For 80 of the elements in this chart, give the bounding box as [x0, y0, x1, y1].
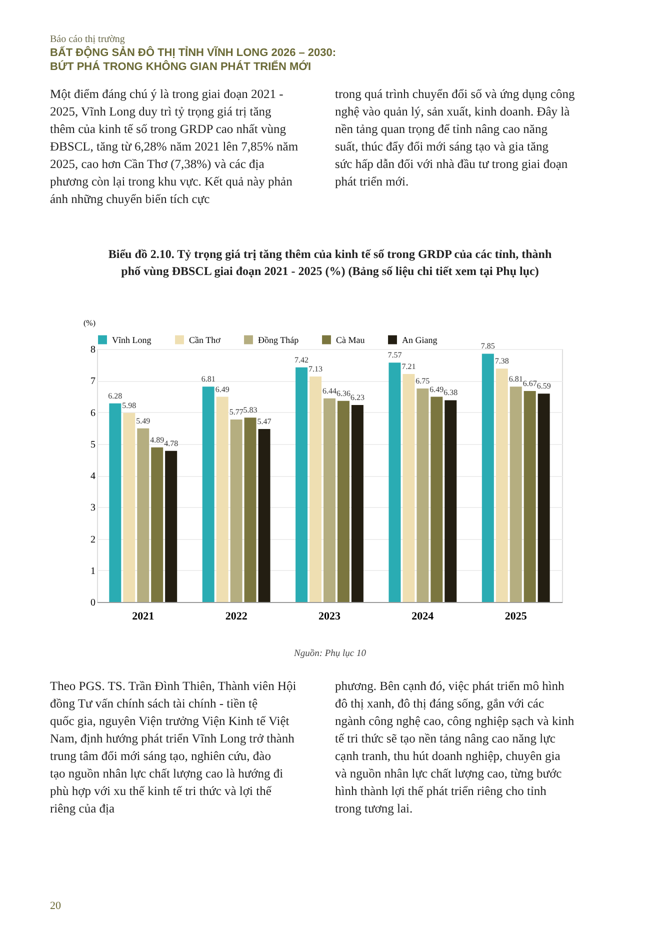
bar [151, 447, 164, 602]
legend-label: An Giang [402, 334, 438, 345]
data-label: 6.59 [536, 382, 551, 391]
x-tick-label: 2025 [504, 610, 528, 622]
bar [538, 394, 550, 602]
x-tick-label: 2022 [225, 610, 248, 622]
x-tick-label: 2021 [132, 610, 154, 622]
text: Báo cáo thị trường [50, 34, 125, 45]
data-label: 7.42 [294, 355, 309, 364]
bar [244, 418, 256, 602]
y-axis-title: (%) [84, 318, 96, 328]
text: Theo PGS. TS. Trần Đình Thiên, Thành viên Hội đồng Tư vấn chính sách tài chính - tiền tệ quốc gia, nguyên Viện trưởng Viện Kinh tế Việt Nam, định hướng phát triển Vĩnh Long trở thành trung tâm đổi mới sáng tạo, nghiên cứu, đào tạo nguồn nhân lực chất lượng cao là hướng đi phù hợp với xu thế kinh tế tri thức và lợi thế riêng của địa [50, 679, 297, 816]
bar [324, 398, 336, 602]
bar [165, 450, 178, 602]
data-label: 7.21 [402, 362, 416, 371]
bar [416, 388, 429, 602]
data-label: 6.36 [336, 388, 350, 398]
y-tick-label: 1 [90, 566, 96, 577]
y-tick-label: 3 [90, 502, 96, 514]
data-label: 6.23 [350, 392, 364, 402]
bar [351, 404, 364, 602]
data-label: 7.38 [494, 356, 509, 366]
bar [444, 400, 457, 602]
data-label: 6.28 [108, 391, 122, 400]
data-label: 6.49 [215, 384, 230, 394]
bar [296, 367, 308, 602]
y-tick-label: 7 [90, 376, 96, 388]
legend-label: Cà Mau [336, 334, 366, 345]
bar [510, 386, 522, 602]
text: phương. Bên cạnh đó, việc phát triển mô hình đô thị xanh, đô thị đáng sống, gắn với các ngành công nghệ cao, công nghiệp sạch và kinh tế tri thức sẽ tạo nền tảng nâng cao năng lực cạnh tranh, thu hút doanh nghiệp, chuyên gia và nguồn nhân lực chất lượng cao, từng bước hình thành lợi thế phát triển riêng cho tỉnh trong tương lai. [335, 679, 575, 816]
text: 20 [50, 900, 62, 912]
bar [216, 396, 228, 602]
data-label: 5.47 [257, 417, 272, 426]
data-label: 7.13 [308, 364, 323, 374]
text: Một điểm đáng chú ý là trong giai đoạn 2021 - 2025, Vĩnh Long duy trì tỷ trọng giá trị tăng thêm của kinh tế số trong GRDP cao nhất vùng ĐBSCL, tăng từ 6,28% năm 2021 lên 7,85% năm 2025, cao hơn Cần Thơ (7,38%) và các địa phương còn lại trong khu vực. Kết quả này phản ánh những chuyển biến tích cực [50, 87, 298, 206]
y-tick-label: 6 [90, 408, 96, 419]
legend-label: Cần Thơ [189, 334, 221, 345]
bar [109, 403, 122, 602]
data-label: 6.44 [322, 386, 336, 396]
chart-title: Biểu đồ 2.10. Tỷ trọng giá trị tăng thêm của kinh tế số trong GRDP của các tỉnh, thành phố vùng ĐBSCL giai đoạn 2021 - 2025 (%) (Bảng số liệu chi tiết xem tại Phụ lục) [108, 247, 552, 278]
text: BẤT ĐỘNG SẢN ĐÔ THỊ TỈNH VĨNH LONG 2026 – 2030: [50, 46, 336, 59]
bar [258, 429, 270, 602]
data-label: 6.75 [416, 376, 430, 386]
y-tick-label: 8 [90, 344, 96, 356]
data-label: 4.78 [164, 438, 178, 448]
bar [482, 354, 494, 602]
text: trong quá trình chuyển đổi số và ứng dụng công nghệ vào quản lý, sản xuất, kinh doanh. Đây là nền tảng quan trọng để tỉnh nâng cao năng suất, thúc đẩy đổi mới sáng tạo và gia tăng sức hấp dẫn đối với nhà đầu tư trong giai đoạn phát triển mới. [335, 87, 576, 188]
bar [337, 400, 350, 602]
y-tick-label: 0 [90, 598, 96, 608]
bar [230, 420, 242, 602]
text: Nguồn: Phụ lục 10 [292, 649, 366, 659]
bar [123, 412, 136, 602]
data-label: 6.38 [444, 388, 458, 398]
bar [524, 391, 536, 602]
data-label: 5.49 [136, 416, 150, 426]
bar [137, 428, 150, 602]
legend-label: Vĩnh Long [112, 334, 152, 345]
data-label: 6.81 [201, 374, 216, 384]
data-label: 6.81 [508, 374, 523, 384]
bar [310, 376, 322, 602]
data-label: 7.57 [388, 350, 402, 360]
data-label: 5.77 [229, 408, 244, 417]
bar [496, 368, 508, 602]
y-tick-label: 4 [90, 471, 96, 482]
y-tick-label: 2 [90, 534, 96, 546]
data-label: 4.89 [150, 435, 164, 444]
y-tick-label: 5 [90, 439, 96, 450]
bar [430, 396, 443, 602]
data-label: 5.83 [243, 406, 258, 415]
data-label: 7.85 [480, 342, 495, 351]
legend-label: Đồng Tháp [258, 334, 300, 345]
text: BỨT PHÁ TRONG KHÔNG GIAN PHÁT TRIỂN MỚI [50, 60, 312, 73]
data-label: 6.49 [430, 384, 444, 394]
data-label: 5.98 [122, 400, 136, 410]
data-label: 6.67 [522, 379, 537, 388]
bar [202, 386, 214, 602]
x-tick-label: 2024 [412, 610, 434, 622]
x-tick-label: 2023 [318, 610, 341, 622]
bar [402, 374, 415, 602]
bar [388, 362, 401, 602]
